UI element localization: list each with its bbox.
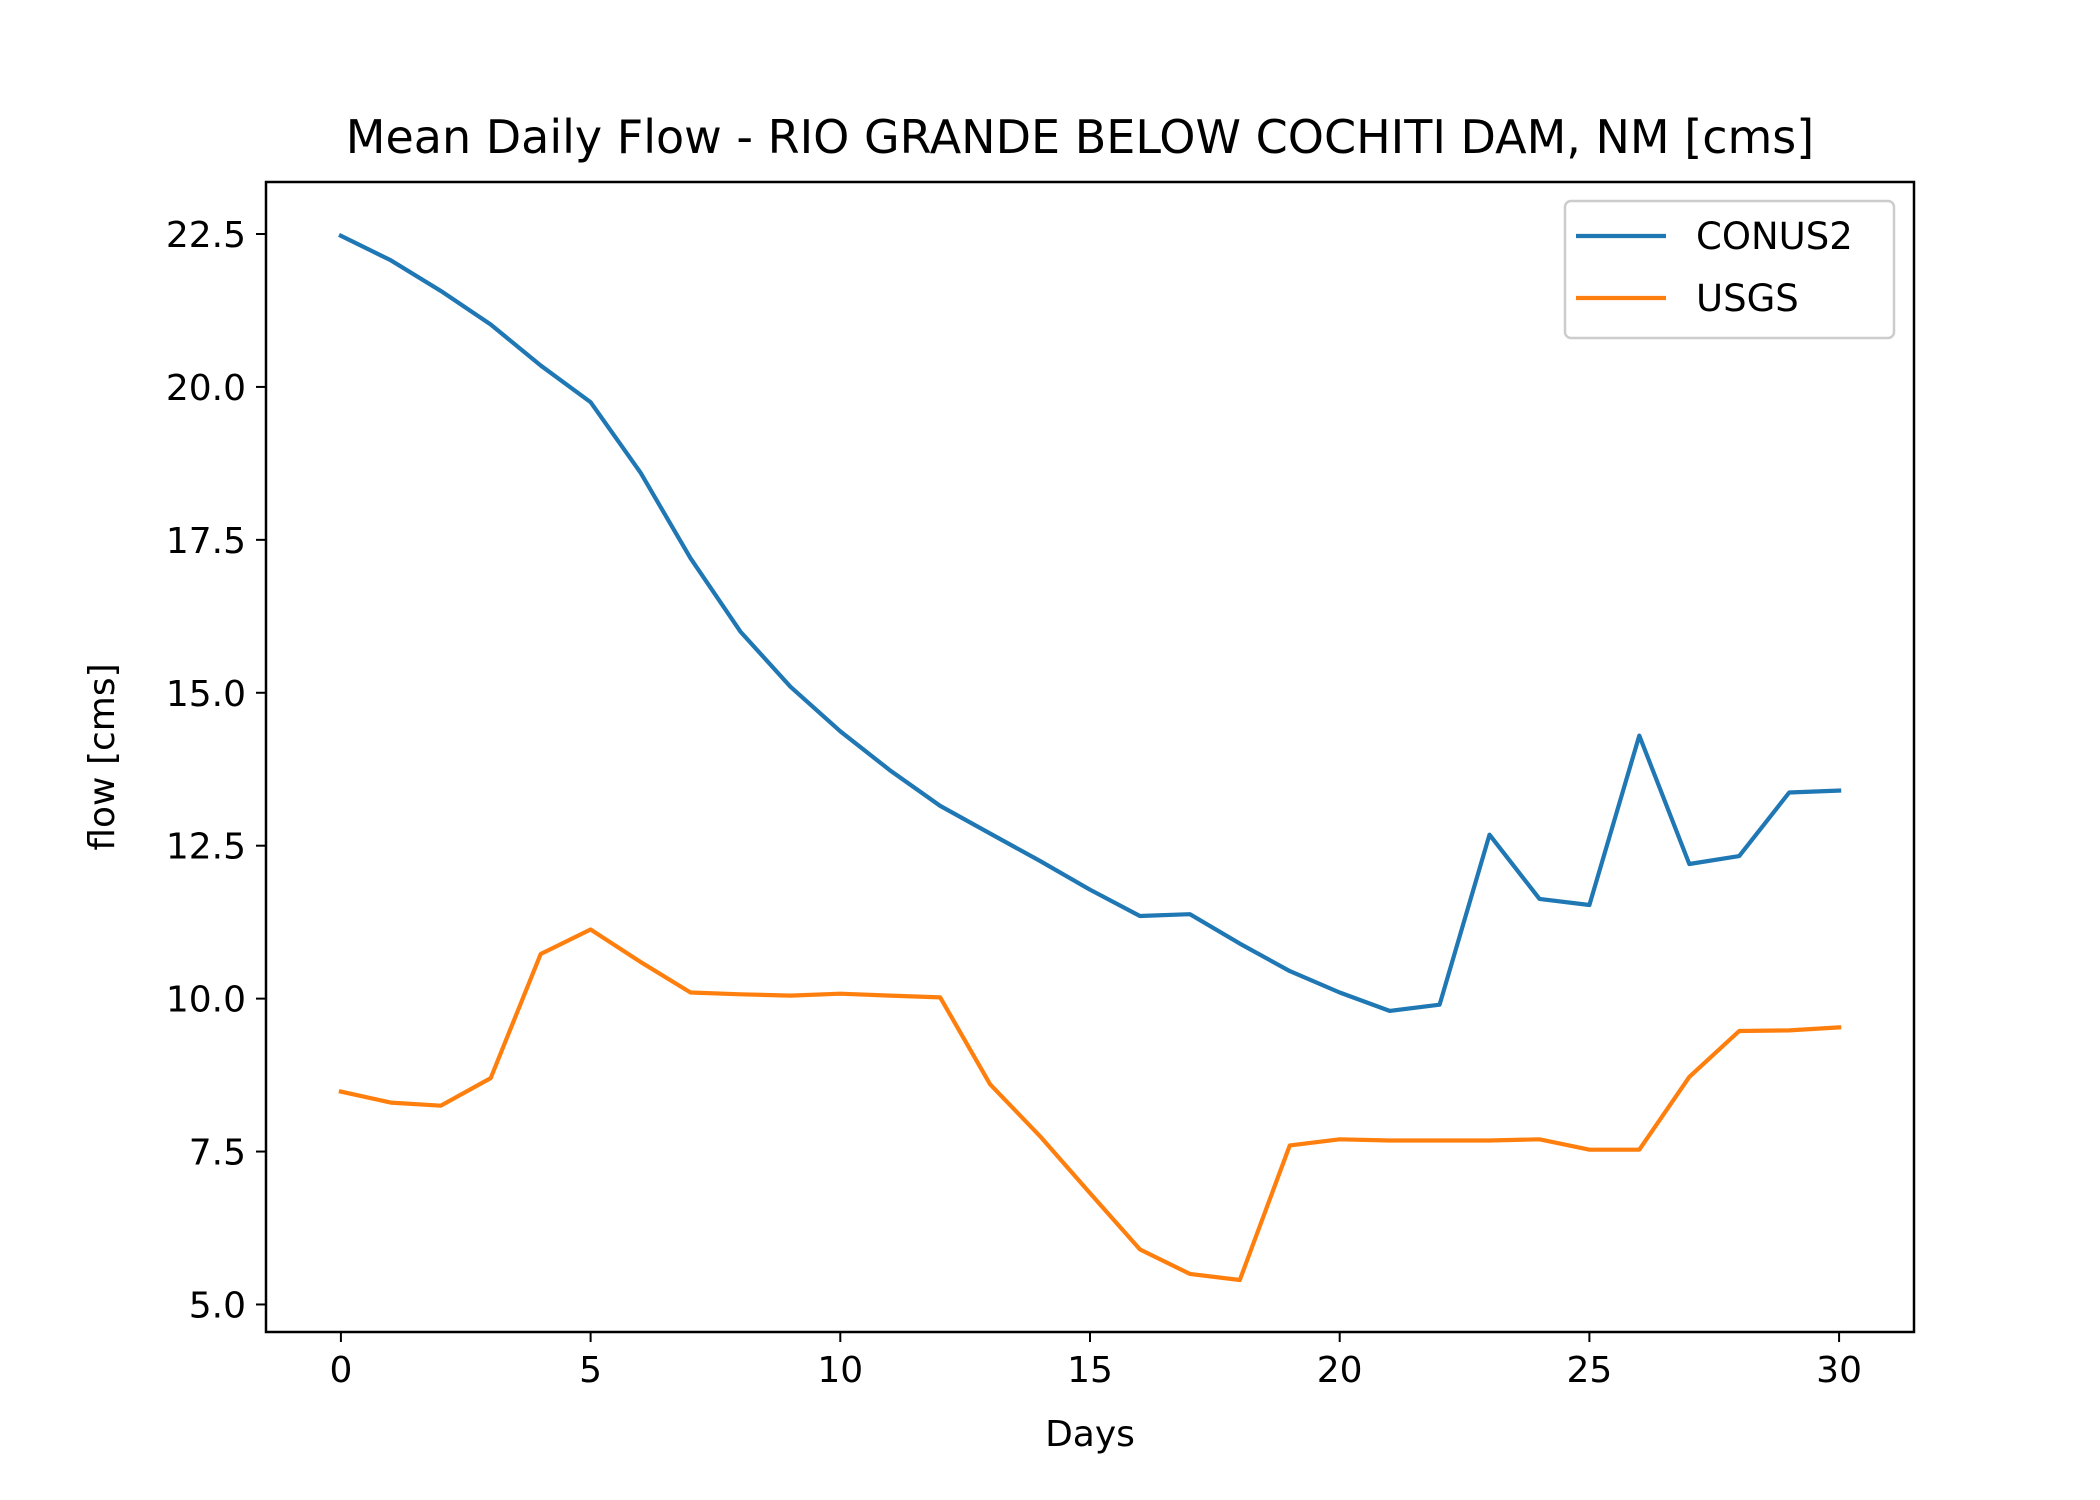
x-tick-label: 25 xyxy=(1566,1350,1612,1391)
y-tick-label: 12.5 xyxy=(166,827,246,868)
chart-title: Mean Daily Flow - RIO GRANDE BELOW COCHI… xyxy=(346,110,1814,164)
series-line-usgs xyxy=(338,927,1842,1283)
legend-label-usgs: USGS xyxy=(1696,277,1799,320)
x-tick-label: 5 xyxy=(579,1350,602,1391)
x-axis-ticks: 0 5 10 15 20 25 30 xyxy=(329,1332,1862,1391)
legend-label-conus2: CONUS2 xyxy=(1696,215,1853,258)
series-lines xyxy=(338,232,1842,1283)
y-axis-ticks: 5.0 7.5 10.0 12.5 15.0 17.5 20.0 22.5 xyxy=(166,215,266,1326)
y-tick-label: 5.0 xyxy=(189,1285,246,1326)
y-tick-label: 20.0 xyxy=(166,368,246,409)
x-tick-label: 0 xyxy=(329,1350,352,1391)
x-tick-label: 15 xyxy=(1067,1350,1113,1391)
x-tick-label: 20 xyxy=(1317,1350,1363,1391)
y-axis-label: flow [cms] xyxy=(82,663,123,850)
y-tick-label: 17.5 xyxy=(166,521,246,562)
series-line-conus2 xyxy=(338,232,1842,1014)
y-tick-label: 15.0 xyxy=(166,674,246,715)
x-tick-label: 10 xyxy=(817,1350,863,1391)
x-axis-label: Days xyxy=(1045,1414,1135,1455)
legend: CONUS2 USGS xyxy=(1563,199,1896,340)
x-tick-label: 30 xyxy=(1816,1350,1862,1391)
y-tick-label: 10.0 xyxy=(166,980,246,1021)
y-tick-label: 7.5 xyxy=(189,1133,246,1174)
y-tick-label: 22.5 xyxy=(166,215,246,256)
